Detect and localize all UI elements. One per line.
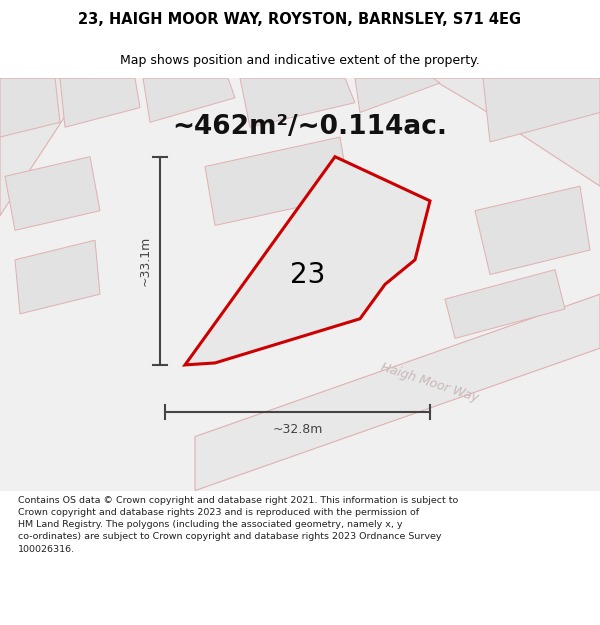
Polygon shape [143, 78, 235, 122]
Text: Haigh Moor Way: Haigh Moor Way [379, 361, 481, 404]
Polygon shape [430, 78, 600, 186]
Text: ~33.1m: ~33.1m [139, 236, 151, 286]
Text: ~462m²/~0.114ac.: ~462m²/~0.114ac. [173, 114, 448, 140]
Polygon shape [60, 78, 140, 128]
Text: Map shows position and indicative extent of the property.: Map shows position and indicative extent… [120, 54, 480, 68]
Polygon shape [0, 78, 90, 216]
Text: 23: 23 [290, 261, 326, 289]
Polygon shape [445, 269, 565, 338]
Polygon shape [0, 78, 60, 137]
Polygon shape [240, 78, 355, 128]
Polygon shape [483, 78, 600, 142]
Text: Contains OS data © Crown copyright and database right 2021. This information is : Contains OS data © Crown copyright and d… [18, 496, 458, 554]
Polygon shape [355, 78, 440, 112]
Polygon shape [5, 157, 100, 231]
Polygon shape [15, 240, 100, 314]
Text: ~32.8m: ~32.8m [272, 423, 323, 436]
Polygon shape [185, 157, 430, 365]
Polygon shape [195, 294, 600, 491]
Text: 23, HAIGH MOOR WAY, ROYSTON, BARNSLEY, S71 4EG: 23, HAIGH MOOR WAY, ROYSTON, BARNSLEY, S… [79, 12, 521, 27]
Polygon shape [205, 137, 350, 226]
Polygon shape [475, 186, 590, 274]
